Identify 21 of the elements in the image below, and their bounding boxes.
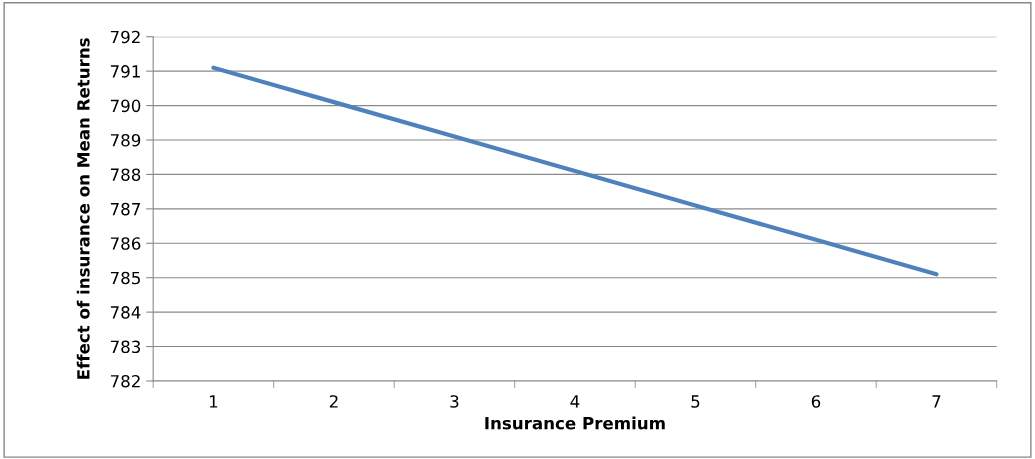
x-tick-label: 7 bbox=[932, 395, 941, 408]
line-series bbox=[211, 65, 939, 277]
y-tick-label: 783 bbox=[110, 340, 141, 354]
x-tick-label: 6 bbox=[811, 395, 821, 408]
x-tick-label: 2 bbox=[329, 395, 338, 408]
y-tick-label: 791 bbox=[110, 65, 140, 78]
y-tick-label: 785 bbox=[110, 271, 140, 285]
x-tick-label: 3 bbox=[450, 395, 459, 408]
y-tick-label: 790 bbox=[110, 99, 141, 113]
x-tick-label: 5 bbox=[691, 395, 700, 408]
x-tick-label: 4 bbox=[570, 395, 580, 408]
y-tick-label: 788 bbox=[110, 168, 141, 181]
y-tick-label: 782 bbox=[110, 374, 140, 388]
x-axis-title: Insurance Premium bbox=[485, 416, 665, 430]
x-tick-label: 1 bbox=[209, 395, 218, 408]
y-tick-label: 784 bbox=[110, 306, 141, 319]
y-tick-label: 792 bbox=[110, 30, 140, 44]
y-tick-label: 789 bbox=[110, 133, 141, 147]
y-axis-title: Effect of insurance on Mean Returns bbox=[76, 38, 90, 379]
y-tick-label: 787 bbox=[110, 202, 140, 216]
y-tick-label: 786 bbox=[110, 237, 141, 250]
